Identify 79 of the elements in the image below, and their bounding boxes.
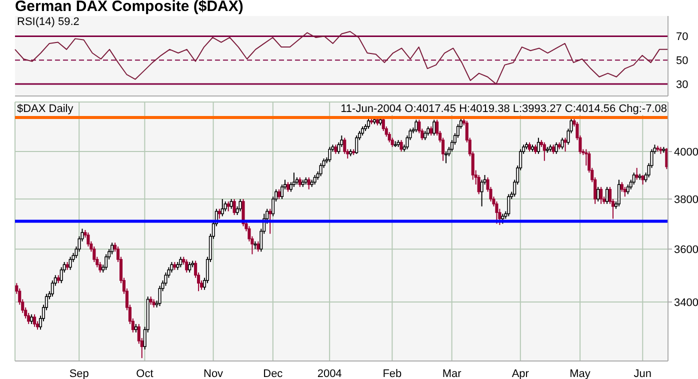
- candlestick: [552, 144, 555, 154]
- candlestick: [426, 126, 430, 136]
- candlestick: [366, 118, 370, 130]
- candlestick: [334, 144, 338, 154]
- candlestick: [536, 137, 540, 154]
- candlestick: [632, 172, 636, 186]
- candlestick: [542, 142, 546, 162]
- candlestick: [400, 140, 403, 152]
- x-tick-label: Sep: [69, 368, 89, 379]
- candlestick: [641, 174, 644, 186]
- candlestick: [606, 186, 609, 204]
- candlestick: [280, 184, 284, 200]
- candlestick: [328, 146, 332, 163]
- candlestick: [220, 198, 224, 217]
- annotation: 11-Jun-2004 O:4017.45 H:4019.38 L:3993.27 C:4014.56 Chg:-7.08: [340, 103, 667, 115]
- candlestick: [534, 144, 537, 154]
- chart-title: $DAX Daily: [17, 103, 74, 115]
- y-tick-label: 4000: [674, 146, 698, 158]
- candlestick: [343, 137, 346, 154]
- candlestick: [278, 188, 281, 200]
- chart-title: German DAX Composite ($DAX): [15, 0, 244, 15]
- candlestick: [286, 182, 290, 192]
- candlestick: [554, 142, 558, 154]
- y-tick-label: 3600: [674, 244, 698, 256]
- y-tick-label: 30: [676, 78, 688, 91]
- candlestick: [298, 176, 302, 188]
- candlestick: [560, 137, 564, 150]
- candlestick: [226, 200, 230, 212]
- x-tick-label: 2004: [317, 368, 342, 379]
- x-tick-label: Oct: [136, 368, 154, 379]
- candlestick: [218, 208, 221, 220]
- x-tick-label: Dec: [263, 368, 284, 379]
- candlestick: [600, 186, 603, 204]
- candlestick: [432, 119, 436, 136]
- x-tick-label: Apr: [512, 368, 530, 379]
- candlestick: [68, 256, 72, 270]
- candlestick: [188, 262, 192, 274]
- candlestick: [313, 174, 316, 186]
- candlestick: [424, 130, 427, 141]
- candlestick: [626, 184, 630, 195]
- candlestick: [230, 198, 233, 210]
- candlestick: [307, 176, 310, 190]
- candlestick: [528, 142, 532, 152]
- y-tick-label: 3400: [674, 296, 698, 309]
- candlestick: [477, 174, 480, 195]
- candlestick: [501, 213, 504, 224]
- x-tick-label: Jun: [634, 368, 652, 379]
- line-series: [14, 31, 668, 85]
- candlestick: [623, 186, 626, 198]
- candlestick: [33, 314, 36, 328]
- candlestick: [596, 186, 600, 202]
- candlestick: [507, 194, 510, 217]
- candlestick: [185, 258, 188, 274]
- y-tick-label: 50: [676, 55, 688, 68]
- x-tick-label: May: [570, 368, 591, 379]
- candlestick: [495, 200, 498, 224]
- candlestick: [620, 182, 624, 192]
- candlestick: [256, 240, 260, 252]
- candlestick: [319, 162, 322, 177]
- candlestick: [617, 179, 620, 207]
- x-tick-label: Mar: [442, 368, 462, 379]
- candlestick: [30, 314, 34, 325]
- candlestick: [480, 179, 484, 207]
- candlestick: [444, 151, 448, 164]
- candlestick: [179, 256, 182, 268]
- y-tick-label: 3800: [674, 194, 698, 206]
- candlestick: [414, 119, 418, 133]
- candlestick: [224, 200, 227, 212]
- candlestick: [86, 232, 90, 248]
- chart-subtitle: RSI(14) 59.2: [17, 16, 80, 28]
- candlestick: [232, 198, 236, 216]
- candlestick: [361, 126, 364, 136]
- x-tick-label: Feb: [382, 368, 402, 379]
- y-tick-label: 70: [676, 31, 688, 44]
- candlestick: [430, 126, 433, 136]
- candlestick: [355, 135, 358, 154]
- x-tick-label: Nov: [204, 368, 224, 379]
- candlestick: [268, 208, 272, 234]
- candlestick: [635, 167, 638, 180]
